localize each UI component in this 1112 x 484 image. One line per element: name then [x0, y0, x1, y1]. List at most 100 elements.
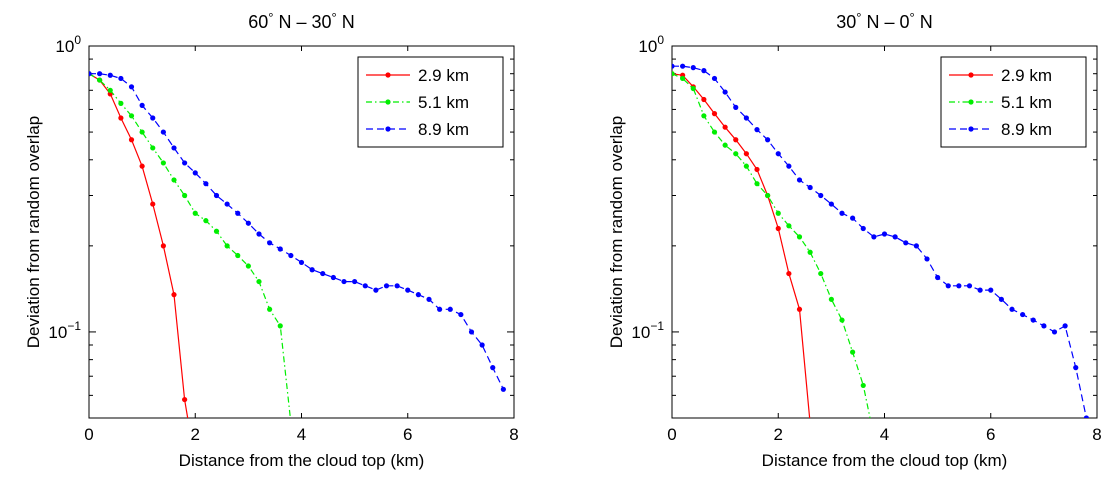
data-point [118, 100, 124, 106]
legend-marker [968, 99, 974, 105]
data-point [437, 306, 443, 312]
data-point [733, 151, 739, 157]
legend-label: 8.9 km [418, 120, 469, 139]
data-point [150, 201, 156, 207]
data-point [839, 210, 845, 216]
chart-panel-2: 0 2 4 6 8 100 10−1 30° N – 0° N Distance from th… [607, 10, 1102, 470]
data-point [267, 240, 273, 246]
data-point [426, 296, 432, 302]
x-tick-label: 8 [1092, 425, 1101, 444]
data-point [320, 270, 326, 277]
data-point [924, 256, 930, 262]
data-point [171, 177, 177, 183]
chart-panel-1: 0 2 4 6 8 100 10−1 60° N – 30° N Distance from t… [24, 10, 519, 470]
data-point [224, 243, 230, 249]
data-point [711, 75, 718, 82]
y-axis-label: Deviation from random overlap [24, 116, 43, 348]
y-tick-label: 100 [638, 33, 664, 56]
data-point [672, 63, 675, 69]
data-point [998, 296, 1004, 302]
data-point [277, 246, 283, 252]
legend-marker [968, 126, 974, 132]
data-point [383, 283, 390, 289]
data-point [722, 124, 728, 130]
legend-label: 2.9 km [1001, 66, 1052, 85]
data-point [309, 267, 315, 273]
data-point [298, 259, 305, 266]
legend-marker [968, 72, 974, 78]
legend-marker [385, 99, 391, 105]
data-point [128, 113, 135, 119]
data-point [796, 177, 803, 183]
data-point [1041, 323, 1047, 329]
data-point [203, 218, 209, 224]
data-point [977, 287, 983, 293]
series-2 [89, 71, 293, 425]
data-point [139, 163, 145, 169]
plot-area [89, 71, 506, 425]
data-point [913, 243, 919, 249]
data-point [245, 220, 251, 226]
data-point [711, 111, 718, 117]
data-point [139, 129, 145, 135]
data-point [796, 234, 803, 240]
data-point [118, 75, 124, 82]
series-1 [89, 71, 189, 418]
data-point [786, 163, 792, 169]
data-point [860, 382, 866, 389]
data-point [786, 223, 792, 229]
x-tick-label: 2 [191, 425, 200, 444]
data-point [828, 296, 834, 302]
data-point [807, 249, 813, 255]
chart-title: 60° N – 30° N [248, 10, 354, 32]
data-point [1030, 317, 1036, 323]
data-point [956, 283, 962, 289]
legend-marker [385, 72, 391, 78]
data-point [213, 192, 220, 199]
data-point [1073, 365, 1079, 371]
data-point [160, 129, 166, 135]
data-point [892, 234, 898, 240]
data-point [160, 243, 166, 249]
data-point [966, 283, 973, 289]
x-tick-label: 4 [880, 425, 889, 444]
series-line [672, 65, 1087, 418]
data-point [192, 170, 198, 176]
data-point [468, 329, 475, 335]
data-point [171, 145, 177, 151]
chart-title: 30° N – 0° N [836, 10, 932, 32]
y-tick-label: 100 [55, 33, 81, 56]
data-point [743, 151, 749, 157]
data-point [150, 115, 156, 121]
legend: 2.9 km 5.1 km 8.9 km [940, 56, 1087, 148]
x-tick-label: 4 [297, 425, 306, 444]
data-point [341, 278, 347, 285]
data-point [701, 113, 707, 119]
x-axis-label: Distance from the cloud top (km) [179, 451, 425, 470]
y-axis-label: Deviation from random overlap [607, 116, 626, 348]
data-point [988, 287, 994, 293]
data-point [213, 228, 220, 234]
legend-label: 8.9 km [1001, 120, 1052, 139]
data-point [235, 210, 241, 216]
data-point [945, 283, 951, 289]
data-point [722, 89, 728, 95]
data-point [118, 115, 124, 121]
data-point [288, 252, 294, 259]
data-point [1051, 329, 1058, 335]
y-tick-label: 10−1 [631, 319, 664, 342]
legend-label: 5.1 km [1001, 93, 1052, 112]
data-point [850, 349, 856, 355]
data-point [192, 210, 198, 216]
data-point [107, 87, 113, 93]
data-point [288, 420, 293, 425]
data-point [330, 274, 336, 281]
series-line [89, 73, 504, 390]
data-point [490, 365, 496, 371]
legend-label: 5.1 km [418, 93, 469, 112]
data-point [458, 311, 464, 318]
x-tick-label: 8 [509, 425, 518, 444]
data-point [881, 231, 888, 237]
data-point [267, 306, 273, 312]
